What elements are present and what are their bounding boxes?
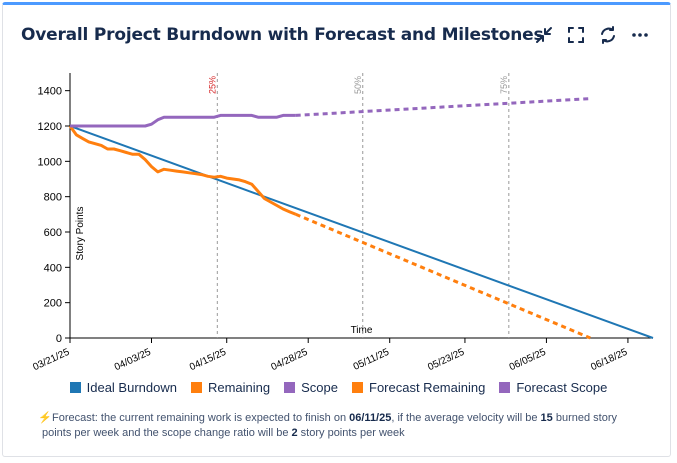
legend-label: Forecast Scope bbox=[516, 380, 608, 395]
refresh-icon bbox=[601, 26, 615, 44]
legend-item[interactable]: Scope bbox=[284, 380, 338, 395]
collapse-button[interactable] bbox=[532, 23, 556, 47]
legend-swatch bbox=[284, 382, 296, 393]
y-tick-label: 1400 bbox=[38, 86, 62, 98]
legend-swatch bbox=[499, 382, 511, 393]
y-tick-label: 800 bbox=[44, 192, 62, 204]
legend-item[interactable]: Forecast Scope bbox=[499, 380, 607, 395]
forecast-note-prefix: Forecast: the current remaining work is … bbox=[52, 412, 350, 424]
forecast-note-suffix1: burned story points per week and the sco… bbox=[42, 412, 617, 439]
forecast-scope-ratio: 2 bbox=[291, 427, 298, 439]
chart-legend: Ideal Burndown Remaining Scope Forecast Rem… bbox=[0, 380, 677, 395]
x-tick-label: 03/21/25 bbox=[31, 347, 71, 374]
y-axis-label: Story Points bbox=[75, 207, 86, 261]
series-scope bbox=[70, 113, 296, 128]
lightning-icon: ⚡ bbox=[38, 412, 52, 424]
chart-toolbar bbox=[532, 23, 652, 47]
legend-swatch bbox=[352, 382, 363, 393]
legend-label: Forecast Remaining bbox=[369, 380, 486, 395]
legend-swatch bbox=[69, 382, 81, 393]
x-tick-label: 05/11/25 bbox=[352, 347, 392, 373]
x-axis-label: Time bbox=[351, 325, 373, 336]
forecast-velocity: 15 bbox=[540, 412, 553, 424]
y-tick-label: 600 bbox=[44, 227, 62, 239]
x-tick-label: 04/28/25 bbox=[270, 347, 310, 374]
forecast-note: ⚡ Forecast: the current remaining work i… bbox=[38, 411, 642, 441]
refresh-button[interactable] bbox=[596, 23, 620, 47]
y-tick-label: 1000 bbox=[38, 156, 62, 168]
forecast-note-suffix2: story points per week bbox=[297, 427, 405, 439]
fullscreen-button[interactable] bbox=[564, 23, 588, 47]
collapse-icon bbox=[536, 27, 552, 43]
more-icon bbox=[632, 33, 648, 37]
legend-item[interactable]: Forecast Remaining bbox=[352, 380, 485, 395]
milestone-label: 50% bbox=[353, 76, 363, 94]
x-tick-label: 06/18/25 bbox=[589, 347, 629, 374]
y-tick-label: 400 bbox=[44, 262, 62, 274]
chart-card: Overall Project Burndown with Forecast a… bbox=[2, 2, 671, 457]
series-remaining bbox=[68, 125, 297, 216]
chart-title: Overall Project Burndown with Forecast a… bbox=[21, 25, 544, 45]
x-tick-label: 04/03/25 bbox=[113, 347, 153, 374]
legend-item[interactable]: Ideal Burndown bbox=[69, 380, 177, 395]
x-tick-label: 05/23/25 bbox=[426, 347, 466, 374]
fullscreen-icon bbox=[568, 27, 584, 43]
series-ideal-burndown bbox=[69, 125, 654, 339]
more-button[interactable] bbox=[628, 23, 652, 47]
legend-item[interactable]: Remaining bbox=[190, 380, 271, 395]
milestone-label: 25% bbox=[207, 76, 217, 94]
y-tick-label: 0 bbox=[56, 333, 62, 345]
milestone-label: 75% bbox=[499, 76, 509, 94]
forecast-note-middle: , if the average velocity will be bbox=[391, 412, 541, 424]
legend-label: Remaining bbox=[207, 380, 271, 395]
legend-swatch bbox=[190, 382, 202, 393]
x-tick-label: 04/15/25 bbox=[188, 347, 228, 374]
legend-label: Ideal Burndown bbox=[86, 380, 177, 395]
legend-label: Scope bbox=[301, 380, 338, 395]
series-forecast-scope bbox=[295, 97, 591, 117]
x-tick-label: 06/05/25 bbox=[508, 347, 548, 374]
series-forecast-remaining bbox=[295, 212, 591, 340]
y-tick-label: 1200 bbox=[38, 121, 62, 133]
forecast-finish-date: 06/11/25 bbox=[349, 412, 392, 424]
y-tick-label: 200 bbox=[44, 298, 62, 310]
